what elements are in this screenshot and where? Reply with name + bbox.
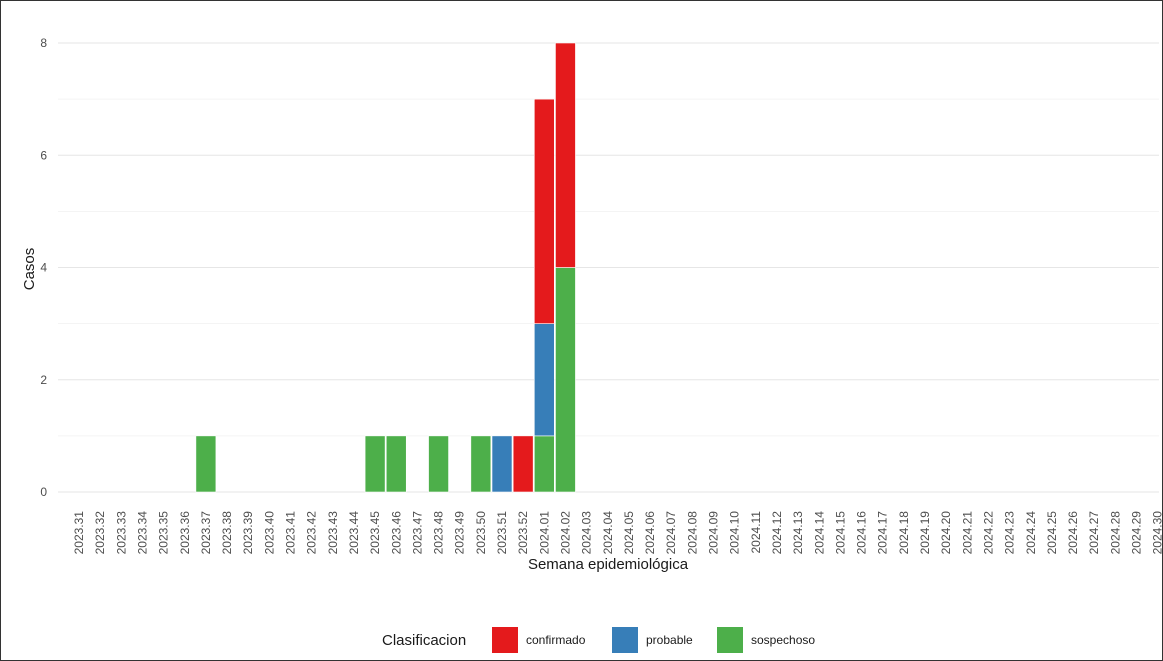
x-tick-label: 2024.23 xyxy=(1003,511,1017,555)
bar-segment-probable xyxy=(533,323,555,437)
x-tick-label: 2024.12 xyxy=(770,511,784,555)
x-tick-label: 2024.29 xyxy=(1130,511,1144,555)
legend-label-probable: probable xyxy=(646,633,693,647)
x-tick-label: 2024.18 xyxy=(897,511,911,555)
bar-segment-sospechoso xyxy=(555,267,576,493)
x-tick-label: 2023.47 xyxy=(410,511,424,555)
y-axis-ticks: 0 2 4 6 8 xyxy=(40,36,47,499)
x-tick-label: 2024.19 xyxy=(918,511,932,555)
bars xyxy=(195,42,576,493)
x-axis-ticks: 2023.31 2023.32 2023.33 2023.34 2023.35 2023.… xyxy=(72,511,1162,555)
x-tick-label: 2024.05 xyxy=(622,511,636,555)
x-tick-label: 2024.28 xyxy=(1108,511,1122,555)
x-tick-label: 2023.49 xyxy=(453,511,467,555)
y-tick-label: 8 xyxy=(40,36,47,50)
x-tick-label: 2023.35 xyxy=(157,511,171,555)
x-tick-label: 2024.25 xyxy=(1045,511,1059,555)
x-tick-label: 2023.48 xyxy=(432,511,446,555)
x-tick-label: 2023.34 xyxy=(135,511,149,555)
bar-segment-confirmado xyxy=(555,42,576,268)
x-tick-label: 2023.45 xyxy=(368,511,382,555)
x-tick-label: 2023.42 xyxy=(305,511,319,555)
x-tick-label: 2024.14 xyxy=(812,511,826,555)
x-tick-label: 2024.21 xyxy=(960,511,974,555)
legend-label-confirmado: confirmado xyxy=(526,633,586,647)
y-tick-label: 6 xyxy=(40,148,47,162)
bar-segment-sospechoso xyxy=(470,435,492,493)
x-tick-label: 2024.08 xyxy=(685,511,699,555)
x-tick-label: 2024.26 xyxy=(1066,511,1080,555)
x-tick-label: 2024.27 xyxy=(1087,511,1101,555)
legend-title: Clasificacion xyxy=(382,632,466,649)
x-tick-label: 2023.43 xyxy=(326,511,340,555)
x-tick-label: 2024.07 xyxy=(664,511,678,555)
bar-segment-sospechoso xyxy=(428,435,449,493)
x-tick-label: 2023.51 xyxy=(495,511,509,555)
x-tick-label: 2023.39 xyxy=(241,511,255,555)
x-tick-label: 2023.40 xyxy=(262,511,276,555)
x-tick-label: 2024.24 xyxy=(1024,511,1038,555)
y-tick-label: 4 xyxy=(40,261,47,275)
x-tick-label: 2024.09 xyxy=(707,511,721,555)
x-tick-label: 2023.50 xyxy=(474,511,488,555)
bar-segment-confirmado xyxy=(533,98,555,324)
x-tick-label: 2024.22 xyxy=(981,511,995,555)
bar-segment-sospechoso xyxy=(385,435,407,493)
grid-lines xyxy=(58,42,1159,493)
x-tick-label: 2023.41 xyxy=(284,511,298,555)
x-tick-label: 2023.31 xyxy=(72,511,86,555)
x-tick-label: 2023.52 xyxy=(516,511,530,555)
legend-key-confirmado xyxy=(492,627,518,653)
x-tick-label: 2023.33 xyxy=(114,511,128,555)
x-tick-label: 2024.15 xyxy=(833,511,847,555)
x-tick-label: 2024.01 xyxy=(537,511,551,555)
legend-key-sospechoso xyxy=(717,627,743,653)
x-tick-label: 2023.46 xyxy=(389,511,403,555)
x-tick-label: 2023.37 xyxy=(199,511,213,555)
x-tick-label: 2024.10 xyxy=(728,511,742,555)
x-tick-label: 2024.17 xyxy=(876,511,890,555)
y-tick-label: 0 xyxy=(40,485,47,499)
bar-segment-sospechoso xyxy=(364,435,386,493)
bar-segment-sospechoso xyxy=(195,435,217,493)
bar-segment-sospechoso xyxy=(533,435,555,493)
x-tick-label: 2024.03 xyxy=(580,511,594,555)
x-tick-label: 2023.32 xyxy=(93,511,107,555)
x-tick-label: 2023.44 xyxy=(347,511,361,555)
x-tick-label: 2024.04 xyxy=(601,511,615,555)
x-tick-label: 2024.13 xyxy=(791,511,805,555)
x-tick-label: 2023.36 xyxy=(178,511,192,555)
x-tick-label: 2024.11 xyxy=(749,511,763,554)
x-tick-label: 2024.16 xyxy=(855,511,869,555)
y-axis-title: Casos xyxy=(21,248,38,291)
bar-segment-confirmado xyxy=(512,435,534,493)
x-tick-label: 2024.20 xyxy=(939,511,953,555)
x-tick-label: 2024.30 xyxy=(1151,511,1162,555)
x-tick-label: 2024.02 xyxy=(558,511,572,555)
x-axis-title: Semana epidemiológica xyxy=(528,556,689,573)
x-tick-label: 2023.38 xyxy=(220,511,234,555)
legend-label-sospechoso: sospechoso xyxy=(751,633,815,647)
y-tick-label: 2 xyxy=(40,373,47,387)
legend-key-probable xyxy=(612,627,638,653)
bar-segment-probable xyxy=(491,435,513,493)
legend: Clasificacion confirmado probable sospecho… xyxy=(382,627,815,653)
x-tick-label: 2024.06 xyxy=(643,511,657,555)
